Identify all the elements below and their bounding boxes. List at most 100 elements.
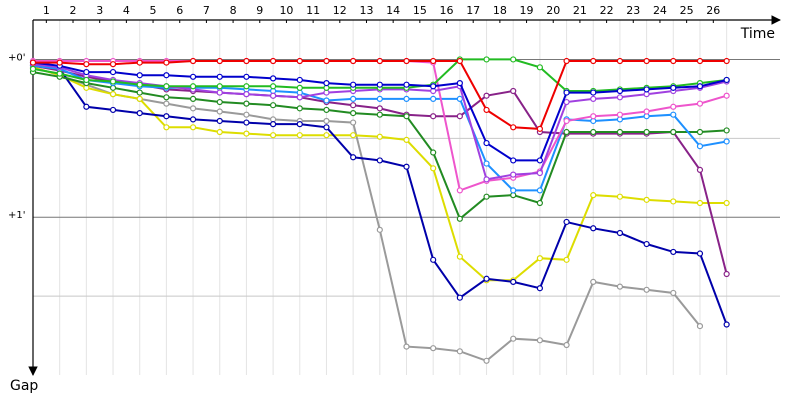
point — [136, 109, 143, 117]
point — [696, 199, 704, 207]
point — [216, 128, 223, 136]
point — [590, 225, 597, 232]
x-tick-label: 13 — [359, 4, 373, 17]
point — [510, 157, 517, 164]
point — [483, 92, 490, 99]
point — [430, 165, 437, 172]
point — [376, 95, 383, 102]
point — [109, 78, 117, 85]
point — [83, 61, 90, 68]
point — [643, 128, 650, 136]
point — [723, 321, 730, 328]
point — [536, 199, 543, 207]
point — [83, 103, 90, 110]
x-tick-label: 18 — [493, 4, 507, 17]
point — [510, 171, 517, 178]
point — [56, 59, 63, 66]
point — [483, 56, 490, 63]
x-tick-label: 4 — [123, 4, 130, 17]
point — [723, 76, 730, 84]
x-tick-label: 26 — [706, 4, 720, 17]
y-tick-label: +0' — [8, 52, 26, 63]
point — [243, 91, 250, 98]
point — [563, 57, 570, 65]
point — [510, 187, 517, 194]
point — [483, 160, 490, 167]
point — [163, 83, 170, 90]
point — [296, 121, 303, 128]
point — [376, 105, 383, 112]
x-tick-label: 16 — [440, 4, 454, 17]
point — [643, 240, 650, 248]
point — [696, 250, 704, 257]
y-tick-label: +1' — [8, 210, 26, 221]
point — [643, 86, 650, 93]
point — [403, 163, 410, 170]
point — [590, 57, 597, 65]
x-tick-label: 15 — [413, 4, 427, 17]
point — [483, 193, 490, 200]
point — [243, 73, 250, 80]
x-tick-label: 17 — [466, 4, 480, 17]
point — [510, 87, 517, 95]
point — [189, 95, 197, 102]
point — [696, 322, 704, 330]
x-tick-label: 11 — [306, 4, 320, 17]
point — [536, 157, 543, 164]
point — [136, 72, 143, 79]
point — [323, 97, 330, 104]
point — [563, 117, 570, 125]
point — [243, 83, 250, 90]
point — [136, 95, 143, 102]
point — [670, 84, 677, 91]
point — [483, 357, 490, 364]
point — [563, 256, 570, 263]
x-tick-label: 21 — [573, 4, 587, 17]
point — [510, 335, 517, 342]
point — [189, 73, 197, 80]
point — [510, 278, 517, 286]
point — [590, 128, 597, 136]
point — [323, 57, 330, 65]
point — [536, 255, 543, 262]
x-tick-label: 8 — [230, 4, 237, 17]
point — [643, 108, 650, 115]
point — [456, 95, 463, 102]
point — [616, 87, 624, 95]
point — [456, 57, 463, 65]
point — [590, 95, 597, 102]
x-tick-label: 19 — [520, 4, 534, 17]
point — [536, 187, 543, 194]
point — [56, 70, 63, 77]
x-tick-label: 7 — [203, 4, 210, 17]
point — [696, 57, 704, 65]
point — [323, 132, 330, 139]
x-tick-label: 5 — [150, 4, 157, 17]
point — [376, 157, 383, 164]
point — [696, 83, 704, 90]
point — [29, 65, 37, 73]
point — [403, 95, 410, 102]
point — [216, 57, 223, 65]
point — [616, 193, 624, 200]
point — [696, 166, 704, 173]
point — [376, 111, 383, 118]
point — [670, 248, 677, 256]
point — [136, 89, 143, 96]
point — [163, 100, 170, 107]
point — [430, 149, 437, 156]
point — [563, 341, 570, 349]
point — [296, 84, 303, 91]
point — [563, 128, 570, 136]
x-tick-label: 1 — [43, 4, 50, 17]
point — [670, 289, 677, 297]
point — [430, 83, 437, 90]
point — [296, 57, 303, 65]
point — [696, 143, 704, 150]
point — [403, 136, 410, 144]
point — [189, 105, 197, 112]
point — [189, 83, 197, 90]
point — [296, 94, 303, 101]
